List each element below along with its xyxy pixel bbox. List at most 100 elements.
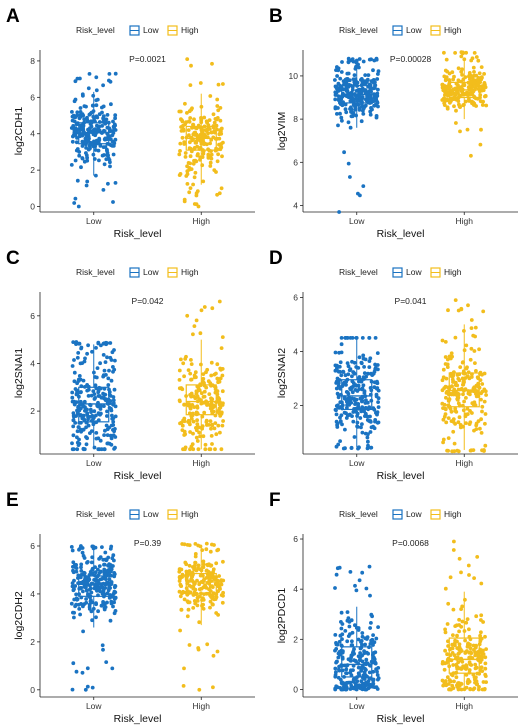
data-point (221, 419, 226, 423)
data-point (105, 409, 109, 414)
data-point (468, 646, 473, 651)
data-point (339, 610, 344, 615)
data-point (105, 153, 110, 158)
data-point (73, 158, 78, 163)
data-point (351, 419, 356, 424)
data-point (449, 672, 454, 677)
data-point (469, 153, 473, 158)
data-point (474, 614, 479, 619)
data-point (448, 97, 453, 102)
data-point (340, 384, 345, 388)
data-point (447, 664, 452, 669)
y-axis-title: log2SNAI2 (276, 348, 288, 398)
data-point (457, 556, 462, 561)
data-point (476, 86, 481, 91)
data-point (466, 563, 471, 568)
data-point (195, 439, 200, 443)
data-point (199, 362, 203, 367)
data-point (338, 111, 342, 116)
data-point (374, 411, 378, 415)
data-point (334, 670, 338, 675)
p-value: P=0.042 (132, 296, 164, 306)
data-point (81, 554, 86, 558)
data-point (194, 191, 199, 196)
panel-label: D (269, 248, 283, 269)
data-point (111, 144, 116, 148)
data-point (445, 93, 450, 98)
data-point (192, 175, 197, 180)
data-point (335, 368, 339, 373)
data-point (354, 588, 359, 593)
data-point (191, 332, 195, 337)
data-point (94, 375, 99, 380)
panel-d: D Risk_level Low High P=0.041 2 4 6 Low High log2S… (263, 242, 526, 484)
data-point (214, 117, 219, 122)
data-point (373, 336, 378, 340)
data-point (113, 404, 118, 409)
data-point (91, 93, 96, 98)
data-point (479, 417, 483, 422)
data-point (179, 608, 184, 612)
data-point (108, 355, 113, 360)
data-point (97, 570, 102, 575)
data-point (461, 403, 465, 408)
data-point (333, 106, 338, 111)
data-point (459, 681, 463, 686)
data-point (81, 589, 85, 594)
data-point (465, 412, 470, 416)
data-point (342, 82, 347, 87)
data-point (362, 365, 366, 369)
data-point (77, 374, 82, 378)
chart-d: D Risk_level Low High P=0.041 2 4 6 Low High log2S… (269, 248, 518, 482)
data-point (85, 179, 90, 184)
data-point (218, 430, 222, 435)
data-point (208, 141, 213, 146)
data-point (215, 362, 220, 367)
data-point (452, 679, 456, 684)
x-tick-label: Low (86, 216, 102, 226)
data-point (218, 118, 223, 123)
p-value: P=0.0021 (129, 54, 166, 64)
data-point (446, 308, 450, 313)
data-point (79, 346, 83, 351)
data-point (182, 666, 186, 671)
data-point (336, 94, 341, 98)
data-point (71, 340, 76, 344)
data-point (107, 596, 112, 600)
data-point (103, 550, 108, 555)
x-tick-label: High (193, 701, 211, 711)
data-point (465, 406, 470, 411)
data-point (178, 577, 182, 581)
data-point (476, 376, 481, 381)
data-point (94, 75, 99, 80)
data-point (350, 390, 355, 395)
data-point (199, 568, 204, 573)
data-point (201, 380, 206, 384)
data-point (375, 77, 380, 81)
y-tick-label: 0 (30, 685, 35, 695)
data-point (77, 341, 82, 346)
data-point (339, 87, 343, 91)
data-point (443, 630, 448, 635)
data-point (191, 606, 196, 610)
data-point (72, 399, 77, 404)
data-point (92, 157, 97, 161)
data-point (202, 124, 207, 129)
data-point (74, 148, 79, 153)
data-point (444, 376, 449, 381)
data-point (482, 448, 486, 452)
data-point (334, 647, 339, 651)
data-point (185, 599, 190, 604)
points-low (70, 340, 118, 452)
data-point (474, 665, 479, 670)
data-point (105, 427, 110, 432)
data-point (345, 618, 350, 623)
data-point (78, 612, 82, 617)
y-tick-label: 4 (293, 201, 298, 211)
x-tick-label: Low (86, 458, 102, 468)
data-point (184, 586, 189, 591)
legend: Risk_level Low High (339, 509, 462, 520)
data-point (368, 420, 373, 424)
data-point (452, 441, 457, 446)
data-point (454, 108, 458, 113)
